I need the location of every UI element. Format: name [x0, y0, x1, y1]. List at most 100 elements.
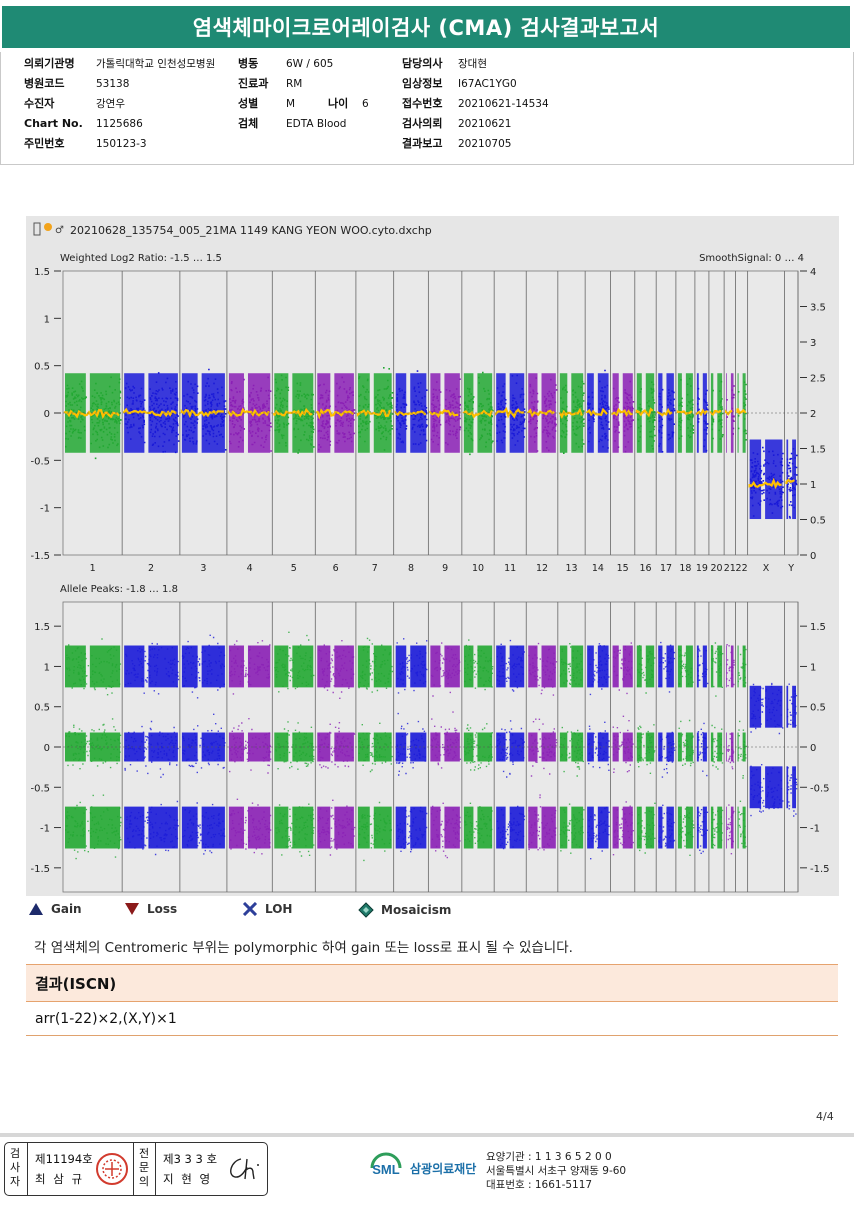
right-tick-label: -1.5	[810, 864, 830, 875]
allele-peak-band	[124, 732, 145, 762]
allele-peak-band	[717, 806, 723, 849]
allele-peak-band	[430, 806, 441, 849]
log2-core-band	[786, 439, 789, 520]
allele-peak-band	[737, 645, 739, 688]
right-tick-label: 1	[810, 662, 816, 673]
allele-peak-band	[696, 732, 699, 762]
signature-box: 검사자 제11194호 최 삼 규 전문의 제3 3 3 호 지 현 영	[4, 1142, 268, 1196]
allele-scatter-points	[182, 713, 226, 774]
allele-peak-band	[737, 732, 739, 762]
allele-peak-band	[201, 806, 225, 849]
chromosome-label: 2	[148, 563, 154, 574]
battery-icon	[33, 222, 41, 236]
left-tick-label: 0.5	[34, 362, 50, 373]
allele-peak-band	[677, 806, 682, 849]
chromosome-label: 3	[200, 563, 206, 574]
allele-scatter-points	[637, 724, 656, 774]
panel-right-label: SmoothSignal: 0 … 4	[699, 253, 804, 264]
smooth-signal-line	[429, 408, 459, 418]
allele-scatter-points	[126, 800, 179, 856]
tester-license: 제11194호	[35, 1152, 93, 1166]
allele-peak-band	[792, 766, 796, 809]
smooth-signal-line	[611, 407, 633, 418]
chromosome-label: 19	[696, 563, 708, 574]
smooth-signal-line	[356, 409, 391, 418]
allele-peak-band	[430, 645, 441, 688]
right-tick-label: 2.5	[810, 374, 826, 385]
allele-peak-band	[373, 806, 392, 849]
allele-scatter-points	[711, 724, 724, 770]
value-sex: M	[286, 98, 296, 110]
loss-triangle-icon	[125, 903, 139, 915]
value-hospital-code: 53138	[96, 78, 130, 90]
allele-peak-band	[749, 766, 762, 809]
chromosome-label: 16	[639, 563, 651, 574]
label-ward: 병동	[238, 57, 259, 70]
right-tick-label: -0.5	[810, 783, 830, 794]
chromosome-3	[180, 271, 228, 555]
allele-scatter-points	[464, 802, 493, 847]
label-report-date: 결과보고	[402, 137, 443, 150]
chromosome-label: 13	[565, 563, 577, 574]
allele-scatter-points	[637, 802, 656, 854]
allele-peak-band	[247, 806, 271, 849]
chromosome-label: 5	[291, 563, 297, 574]
chromosome-label: 21	[724, 563, 736, 574]
left-tick-label: -0.5	[30, 783, 50, 794]
divider	[133, 1143, 134, 1195]
legend-mosaicism-label: Mosaicism	[381, 903, 452, 917]
cma-karyoview-plot: ♂ 20210628_135754_005_21MA 1149 KANG YEO…	[26, 216, 839, 896]
allele-peak-band	[658, 806, 663, 849]
chromosome-label: 7	[372, 563, 378, 574]
smooth-signal-line	[748, 477, 782, 490]
result-heading: 결과(ISCN)	[26, 964, 838, 1002]
value-receipt-no: 20210621-14534	[458, 98, 549, 110]
allele-scatter-points	[697, 648, 709, 688]
allele-scatter-points	[358, 801, 392, 862]
chromosome-label: 10	[472, 563, 484, 574]
label-department: 진료과	[238, 77, 269, 90]
legend-loss-label: Loss	[147, 902, 178, 916]
label-sex: 성별	[238, 97, 259, 110]
allele-peak-band	[292, 732, 314, 762]
allele-scatter-points	[612, 715, 634, 773]
organization-info: 요양기관 : 1 1 3 6 5 2 0 0 서울특별시 서초구 양재동 9-6…	[486, 1150, 626, 1192]
allele-peak-band	[742, 806, 746, 849]
allele-scatter-points	[612, 642, 633, 695]
left-tick-label: 1.5	[34, 622, 50, 633]
footer-divider	[0, 1133, 854, 1137]
allele-scatter-points	[726, 644, 735, 687]
right-tick-label: 1.5	[810, 445, 826, 456]
chromosome-label: X	[763, 563, 770, 574]
left-tick-label: -1.5	[30, 551, 50, 562]
chromosome-label: 15	[617, 563, 629, 574]
allele-peak-band	[509, 806, 525, 849]
allele-scatter-points	[395, 712, 426, 776]
chromosome-label: 17	[660, 563, 672, 574]
allele-peak-band	[228, 645, 244, 688]
smooth-signal-line	[462, 409, 493, 419]
left-tick-label: 1	[44, 314, 50, 325]
allele-scatter-points	[559, 643, 583, 685]
left-tick-label: -1	[40, 824, 50, 835]
specialist-name: 지 현 영	[163, 1172, 213, 1186]
value-chart-no: 1125686	[96, 118, 143, 130]
centromere-note: 각 염색체의 Centromeric 부위는 polymorphic 하여 ga…	[34, 940, 573, 956]
allele-peak-band	[696, 645, 699, 688]
chromosome-X	[748, 271, 785, 555]
label-specimen: 검체	[238, 117, 259, 130]
legend-mosaicism: Mosaicism	[358, 902, 451, 918]
allele-peak-band	[463, 645, 474, 688]
allele-peak-band	[742, 645, 746, 688]
allele-peak-band	[666, 806, 674, 849]
allele-peak-band	[710, 806, 714, 849]
tester-label: 검사자	[9, 1147, 21, 1188]
sml-logo-icon: SML	[370, 1152, 402, 1177]
right-tick-label: 3	[810, 338, 816, 349]
info-col-1: 의뢰기관명 가톨릭대학교 인천성모병원 병원코드 53138 수진자 강연우 Char…	[24, 54, 215, 154]
allele-scatter-points	[229, 640, 271, 695]
org-logo-text: SML	[372, 1162, 400, 1177]
specialist-label: 전문의	[138, 1147, 150, 1188]
value-institution: 가톨릭대학교 인천성모병원	[96, 58, 216, 70]
org-address: 서울특별시 서초구 양재동 9-60	[486, 1165, 627, 1177]
